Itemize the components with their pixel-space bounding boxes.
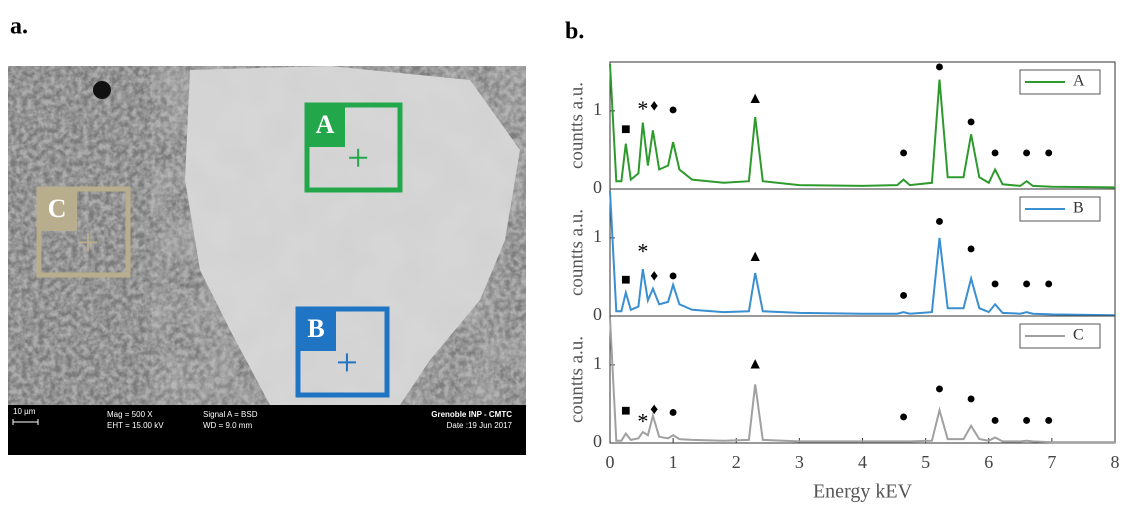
scale-bar-label: 10 µm bbox=[13, 407, 36, 416]
peak-marker: ● bbox=[1044, 275, 1054, 292]
spectrum-line bbox=[609, 317, 1115, 444]
y-tick-label: 0 bbox=[593, 431, 602, 451]
x-axis-label: Energy kEV bbox=[813, 481, 913, 503]
peak-marker: ● bbox=[668, 404, 678, 421]
region-label: A bbox=[316, 110, 335, 139]
sem-info-text: EHT = 15.00 kV bbox=[107, 421, 164, 430]
peak-marker: ● bbox=[966, 391, 976, 408]
x-tick-label: 7 bbox=[1047, 452, 1056, 472]
peak-marker: ● bbox=[668, 102, 678, 119]
peak-marker: ● bbox=[990, 275, 1000, 292]
crosshair bbox=[78, 233, 97, 252]
region-box bbox=[295, 306, 390, 398]
peak-marker: ▲ bbox=[747, 90, 763, 107]
region-box bbox=[304, 102, 403, 193]
x-tick-label: 0 bbox=[606, 452, 615, 472]
peak-marker: ● bbox=[935, 59, 945, 76]
x-tick-label: 3 bbox=[795, 452, 804, 472]
sem-info: 10 µm Mag = 500 X EHT = 15.00 kV Signal … bbox=[12, 407, 513, 430]
sem-info-text: Grenoble INP - CMTC bbox=[431, 410, 512, 419]
y-tick-label: 1 bbox=[593, 226, 602, 246]
region-tag bbox=[296, 307, 336, 351]
y-axis-label: countts a.u. bbox=[566, 82, 587, 169]
crosshair bbox=[349, 148, 368, 167]
peak-marker: * bbox=[637, 409, 648, 434]
peak-marker: ▲ bbox=[747, 248, 763, 265]
peak-marker: ♦ bbox=[650, 401, 658, 418]
region-box bbox=[36, 186, 131, 278]
x-tick-label: 5 bbox=[921, 452, 930, 472]
crosshair bbox=[337, 353, 356, 372]
peak-marker: ● bbox=[1022, 145, 1032, 162]
peak-marker: ■ bbox=[621, 121, 631, 138]
panel-label: a. bbox=[10, 14, 28, 40]
y-tick-label: 0 bbox=[593, 177, 602, 197]
y-tick-label: 1 bbox=[593, 99, 602, 119]
peak-marker: ♦ bbox=[650, 98, 658, 115]
peak-marker: ■ bbox=[621, 272, 631, 289]
region-boxes: A B C bbox=[36, 102, 403, 398]
x-tick-label: 1 bbox=[669, 452, 678, 472]
peak-marker: ● bbox=[668, 268, 678, 285]
spectrum-line bbox=[609, 190, 1116, 317]
peak-marker: ● bbox=[966, 113, 976, 130]
x-tick-label: 8 bbox=[1111, 452, 1120, 472]
sem-info-text: Signal A = BSD bbox=[203, 410, 258, 419]
x-tick-label: 2 bbox=[732, 452, 741, 472]
peak-marker: * bbox=[637, 96, 648, 121]
peak-marker: ● bbox=[899, 287, 909, 304]
region-tag bbox=[37, 187, 77, 231]
peak-marker: ● bbox=[966, 240, 976, 257]
sem-info-text: Date :19 Jun 2017 bbox=[447, 421, 513, 430]
peak-marker: ● bbox=[899, 145, 909, 162]
legend-label: A bbox=[1073, 73, 1085, 90]
legend-label: C bbox=[1073, 327, 1084, 344]
region-tag bbox=[305, 103, 345, 147]
y-tick-label: 0 bbox=[593, 304, 602, 324]
spectrum-line bbox=[609, 63, 1116, 189]
peak-marker: ♦ bbox=[650, 268, 658, 285]
peak-marker: * bbox=[637, 239, 648, 264]
peak-marker: ● bbox=[990, 412, 1000, 429]
legend-label: B bbox=[1073, 200, 1084, 217]
peak-marker: ● bbox=[899, 409, 909, 426]
peak-marker: ▲ bbox=[747, 356, 763, 373]
x-tick-label: 4 bbox=[858, 452, 867, 472]
region-label: C bbox=[48, 194, 67, 223]
peak-marker: ● bbox=[990, 145, 1000, 162]
peak-marker: ● bbox=[1044, 145, 1054, 162]
peak-marker: ● bbox=[935, 213, 945, 230]
sem-info-text: WD = 9.0 mm bbox=[203, 421, 252, 430]
peak-marker: ● bbox=[1044, 412, 1054, 429]
sem-info-text: Mag = 500 X bbox=[107, 410, 153, 419]
sem-image bbox=[8, 66, 526, 455]
region-label: B bbox=[307, 314, 324, 343]
panel-label: b. bbox=[565, 19, 584, 45]
peak-marker: ■ bbox=[621, 402, 631, 419]
y-tick-label: 1 bbox=[593, 353, 602, 373]
y-axis-label: countts a.u. bbox=[566, 209, 587, 296]
y-axis-label: countts a.u. bbox=[566, 336, 587, 423]
peak-marker: ● bbox=[1022, 412, 1032, 429]
peak-marker: ● bbox=[1022, 275, 1032, 292]
peak-marker: ● bbox=[935, 381, 945, 398]
x-tick-label: 6 bbox=[984, 452, 993, 472]
